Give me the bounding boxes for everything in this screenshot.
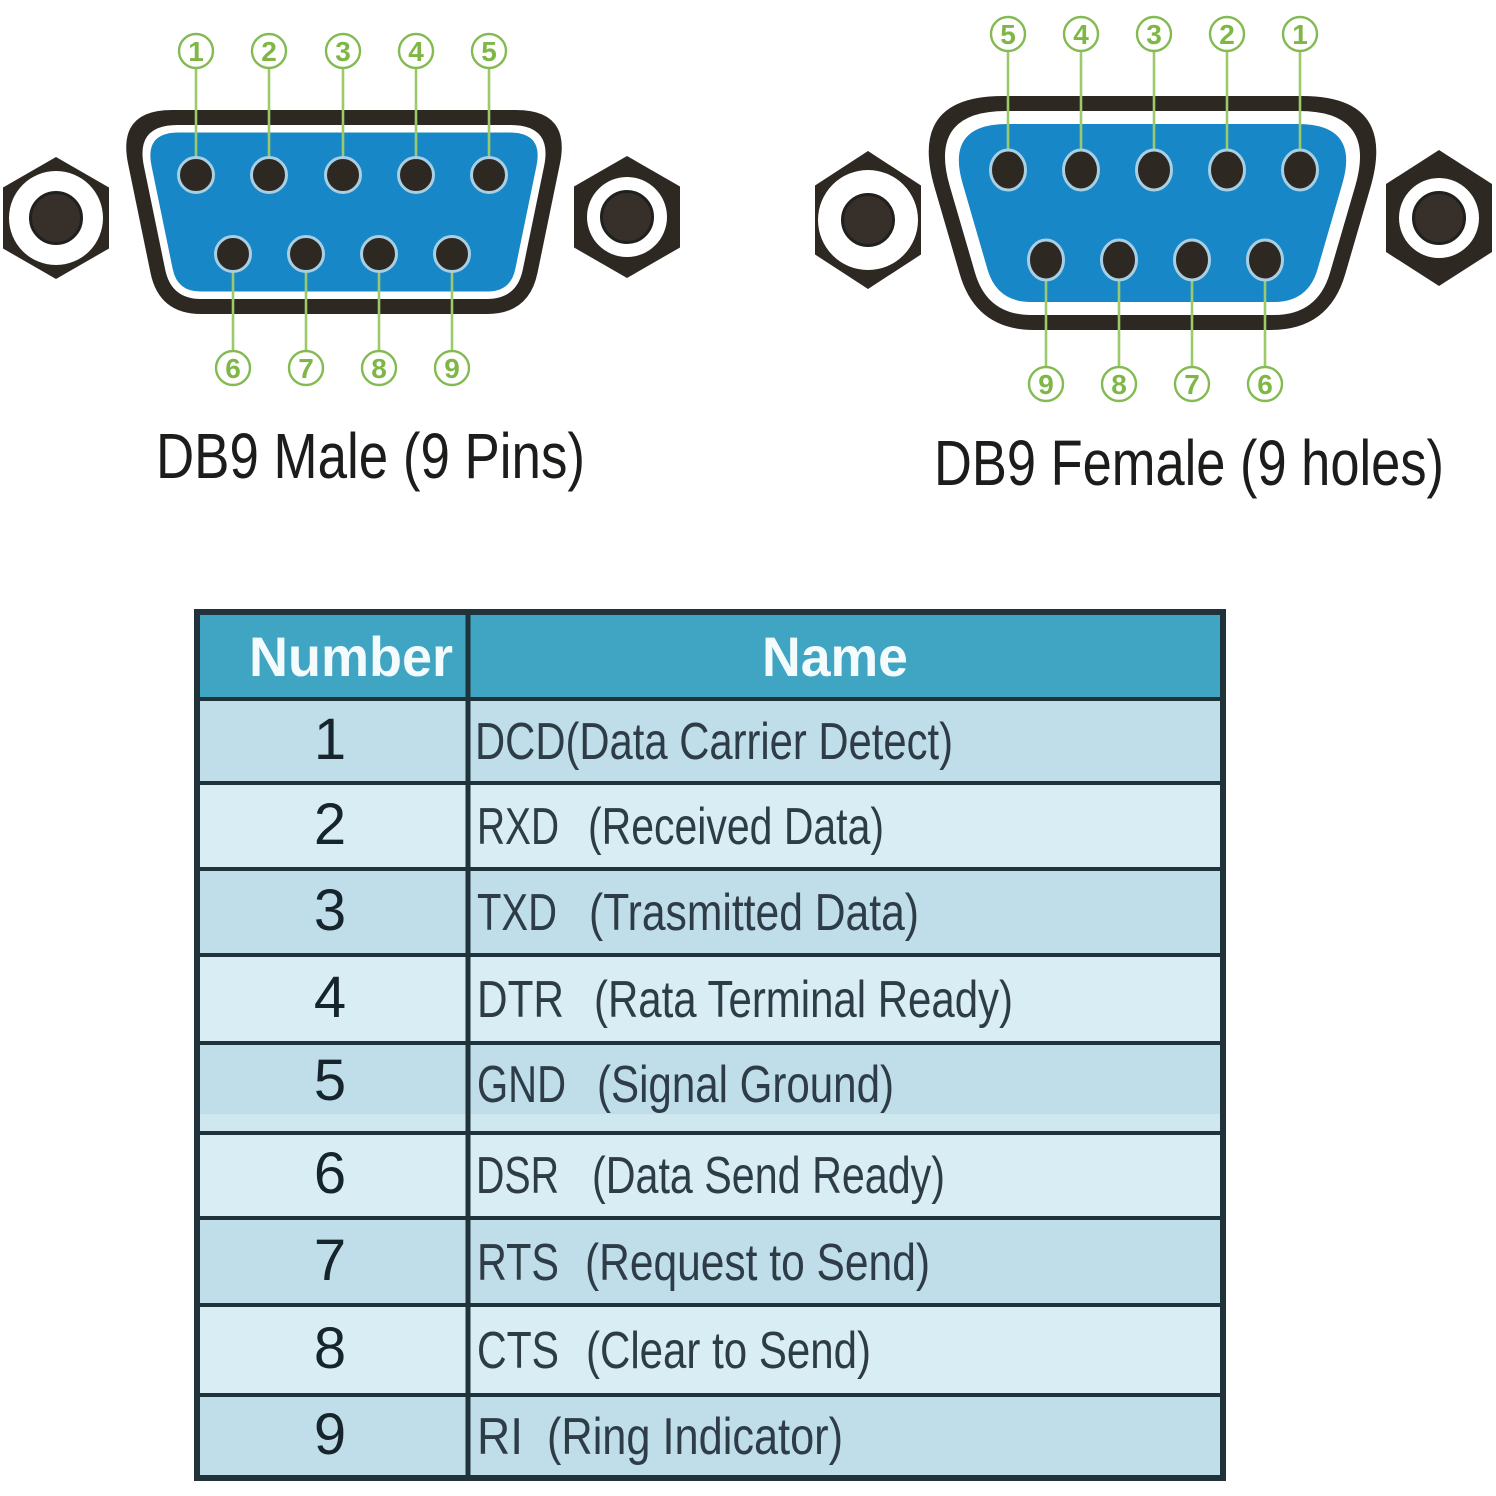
svg-text:3: 3: [335, 36, 351, 67]
svg-text:6: 6: [225, 353, 241, 384]
svg-text:5: 5: [481, 36, 497, 67]
svg-text:Number: Number: [249, 625, 453, 688]
svg-text:4: 4: [1073, 19, 1089, 50]
svg-text:7: 7: [314, 1228, 346, 1293]
svg-text:9: 9: [1038, 369, 1054, 400]
svg-text:(Data Send Ready): (Data Send Ready): [592, 1147, 945, 1205]
svg-text:6: 6: [1257, 369, 1273, 400]
svg-text:8: 8: [1111, 369, 1127, 400]
svg-text:2: 2: [314, 792, 346, 857]
svg-text:DB9 Female (9 holes): DB9 Female (9 holes): [934, 427, 1444, 499]
svg-text:1: 1: [1292, 19, 1308, 50]
svg-text:7: 7: [1184, 369, 1200, 400]
svg-text:(Ring Indicator): (Ring Indicator): [547, 1408, 843, 1466]
svg-text:RTS: RTS: [477, 1234, 559, 1292]
svg-text:4: 4: [408, 36, 424, 67]
svg-text:4: 4: [314, 965, 346, 1030]
svg-text:GND: GND: [477, 1056, 566, 1114]
svg-text:(Received Data): (Received Data): [588, 798, 884, 856]
svg-text:9: 9: [314, 1402, 346, 1467]
svg-text:RXD: RXD: [477, 798, 559, 856]
svg-text:2: 2: [261, 36, 277, 67]
svg-text:8: 8: [314, 1316, 346, 1381]
svg-text:2: 2: [1219, 19, 1235, 50]
svg-text:(Rata Terminal Ready): (Rata Terminal Ready): [594, 971, 1013, 1029]
svg-text:1: 1: [314, 707, 346, 772]
svg-text:6: 6: [314, 1141, 346, 1206]
svg-text:(Signal Ground): (Signal Ground): [597, 1056, 894, 1114]
svg-text:1: 1: [188, 36, 204, 67]
svg-text:Name: Name: [762, 625, 908, 688]
svg-text:(Request to Send): (Request to Send): [585, 1234, 930, 1292]
svg-text:DTR: DTR: [477, 971, 564, 1029]
svg-text:9: 9: [444, 353, 460, 384]
svg-text:TXD: TXD: [477, 884, 557, 942]
svg-text:(Trasmitted Data): (Trasmitted Data): [589, 884, 919, 942]
svg-text:3: 3: [1146, 19, 1162, 50]
svg-text:3: 3: [314, 878, 346, 943]
svg-text:7: 7: [298, 353, 314, 384]
svg-text:(Clear to Send): (Clear to Send): [586, 1322, 871, 1380]
svg-text:CTS: CTS: [477, 1322, 559, 1380]
svg-text:5: 5: [1000, 19, 1016, 50]
svg-text:DCD(Data Carrier Detect): DCD(Data Carrier Detect): [475, 713, 953, 771]
svg-text:DSR: DSR: [476, 1147, 559, 1205]
svg-text:RI: RI: [477, 1408, 523, 1466]
svg-text:8: 8: [371, 353, 387, 384]
svg-text:DB9 Male (9 Pins): DB9 Male (9 Pins): [156, 420, 585, 492]
svg-text:5: 5: [314, 1048, 346, 1113]
